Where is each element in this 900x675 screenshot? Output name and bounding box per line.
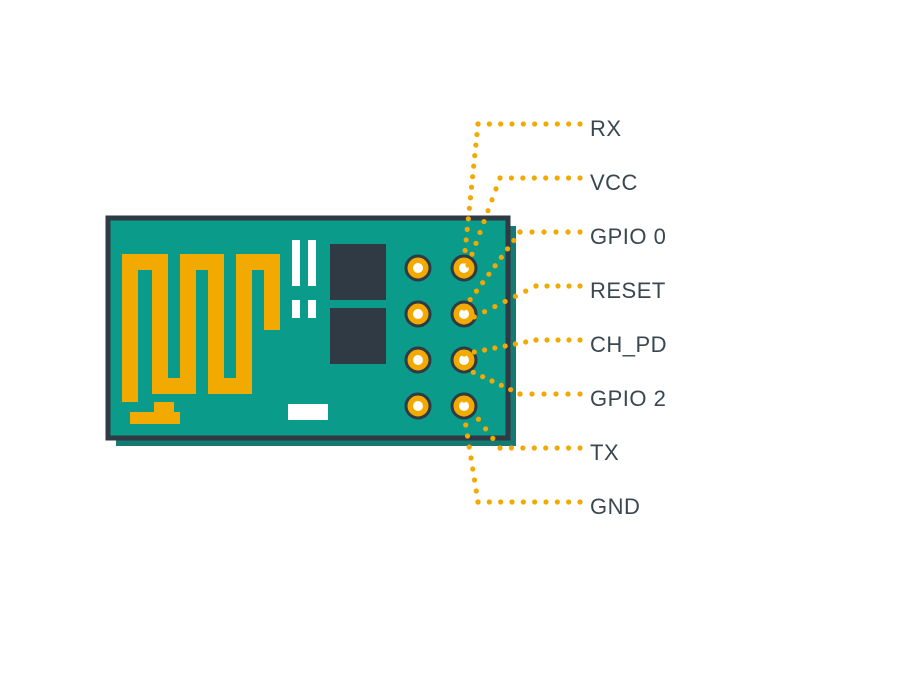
esp8266-pinout-diagram xyxy=(0,0,900,675)
silk-rect xyxy=(292,240,300,286)
silk-rect xyxy=(292,300,300,318)
header-pin-hole xyxy=(413,309,423,319)
silk-rect xyxy=(308,240,316,286)
silk-rect xyxy=(308,300,316,318)
pin-label-reset: RESET xyxy=(590,278,666,304)
pin-label-gpio-2: GPIO 2 xyxy=(590,386,666,412)
pin-label-tx: TX xyxy=(590,440,619,466)
ic-chip xyxy=(330,244,386,300)
header-pin-hole xyxy=(413,263,423,273)
pin-label-ch_pd: CH_PD xyxy=(590,332,667,358)
pin-label-vcc: VCC xyxy=(590,170,638,196)
pin-label-rx: RX xyxy=(590,116,622,142)
header-pin-hole xyxy=(413,401,423,411)
ic-chip xyxy=(330,308,386,364)
pin-label-gpio-0: GPIO 0 xyxy=(590,224,666,250)
header-pin-hole xyxy=(413,355,423,365)
silk-rect xyxy=(288,404,328,420)
silk-rect xyxy=(130,412,180,424)
pin-label-gnd: GND xyxy=(590,494,640,520)
